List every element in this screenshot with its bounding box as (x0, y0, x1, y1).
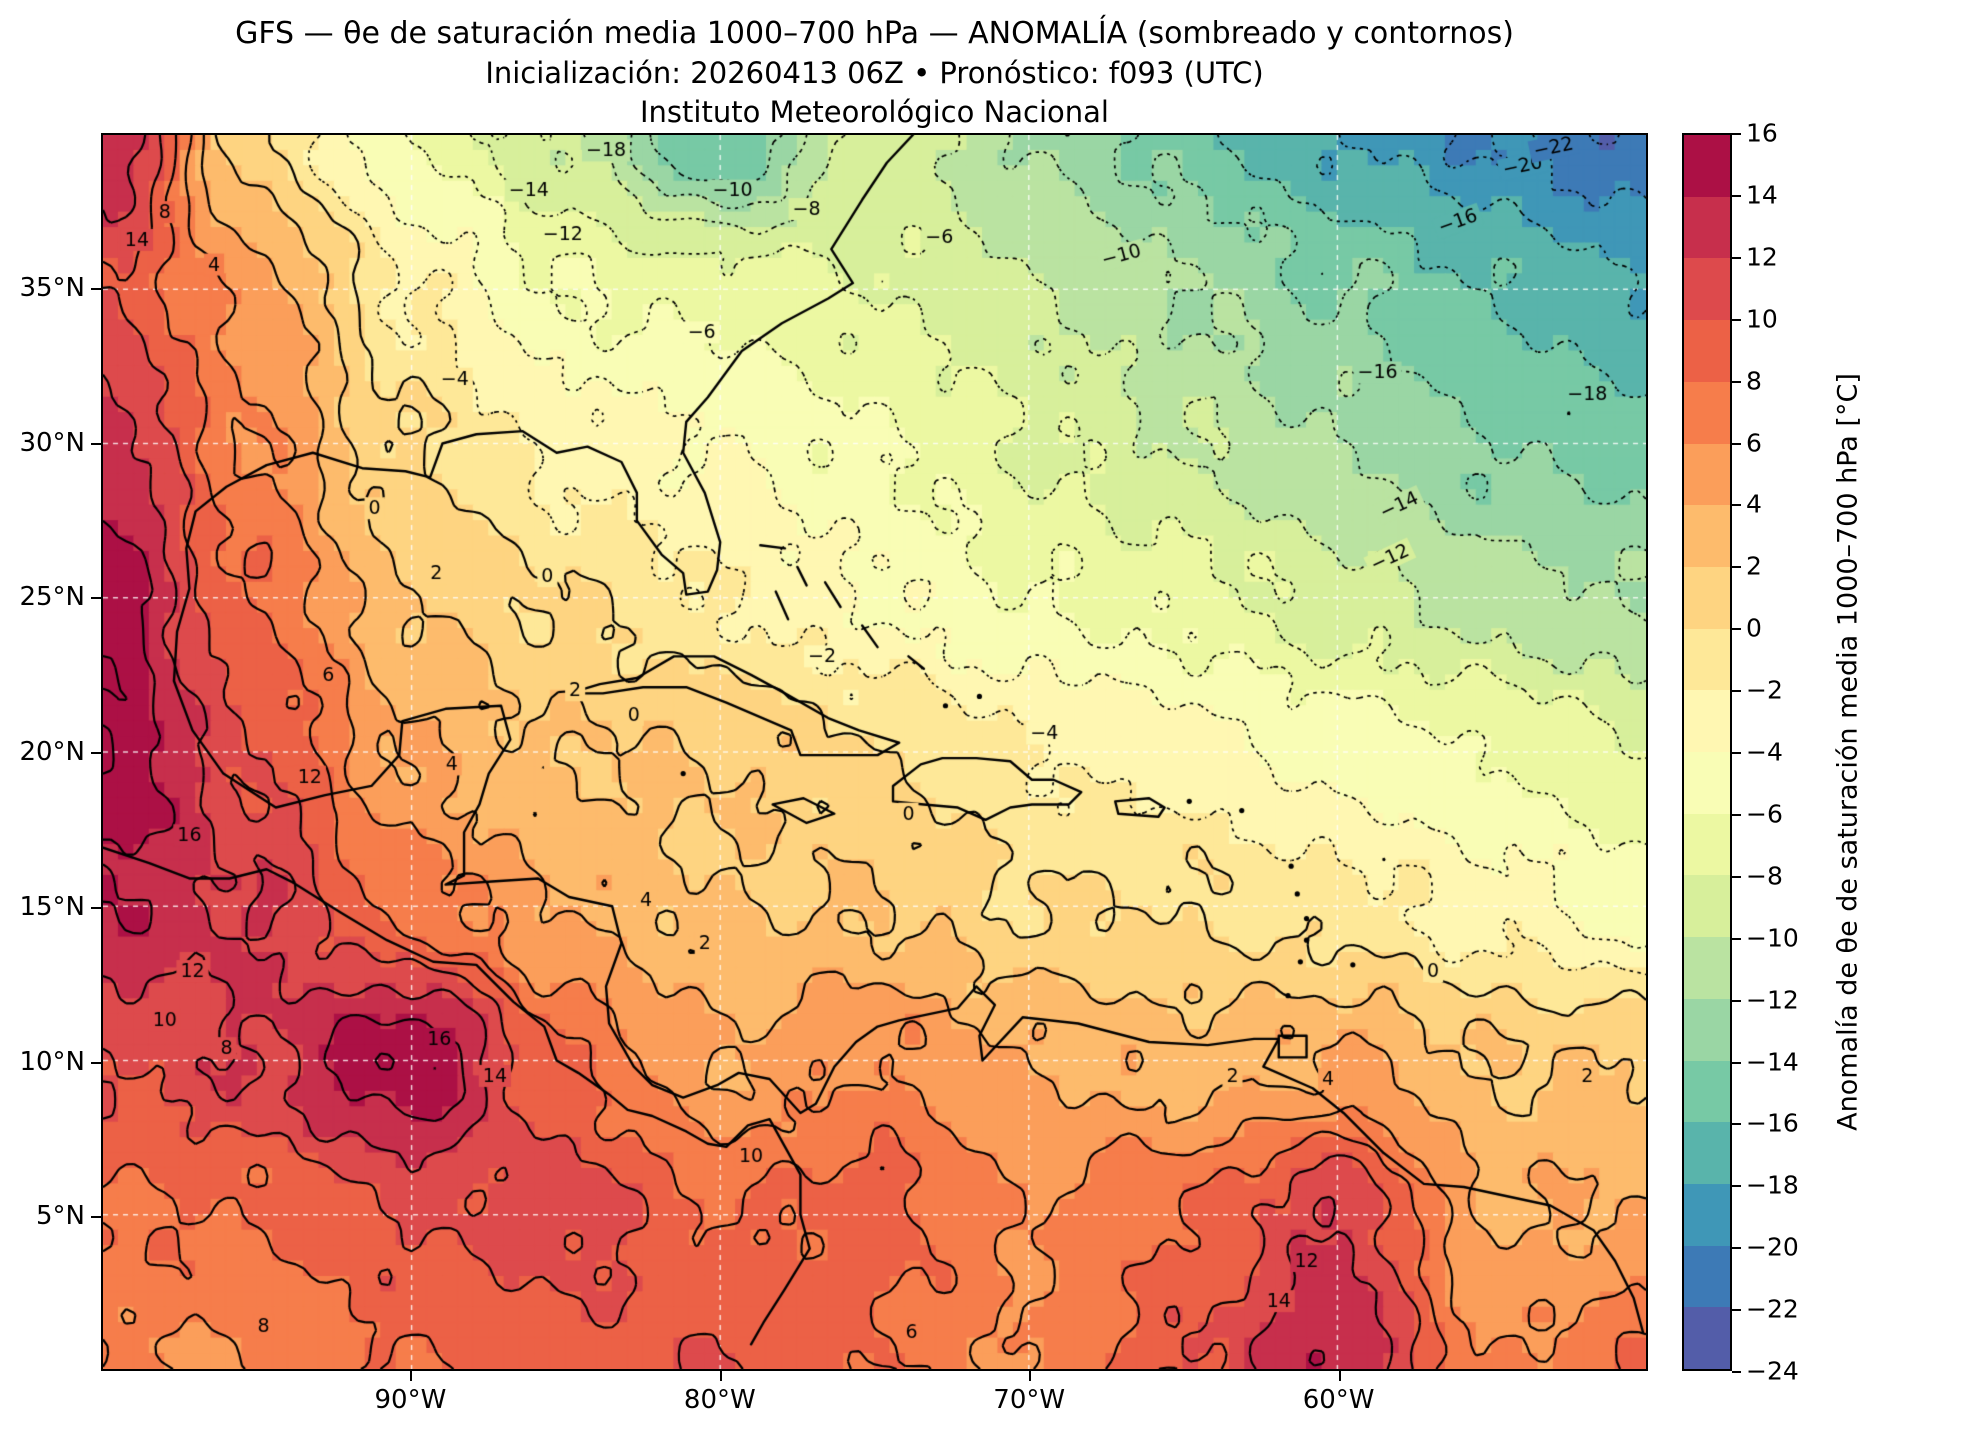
title-block: GFS — θe de saturación media 1000–700 hP… (101, 14, 1648, 132)
colorbar-segment (1684, 1060, 1730, 1123)
y-tick-mark (91, 752, 101, 754)
colorbar-segment (1684, 258, 1730, 321)
colorbar-tick-mark (1732, 690, 1741, 693)
x-tick-label: 70°W (993, 1385, 1066, 1415)
colorbar-tick-label: 4 (1746, 489, 1762, 519)
y-tick-label: 10°N (19, 1046, 85, 1077)
colorbar-segment (1684, 628, 1730, 691)
colorbar-tick-label: −12 (1746, 985, 1799, 1015)
colorbar-segment (1684, 566, 1730, 629)
colorbar-tick-mark (1732, 875, 1741, 878)
colorbar-tick-label: 10 (1746, 304, 1778, 334)
colorbar-tick-mark (1732, 194, 1741, 197)
colorbar-tick-label: 2 (1746, 551, 1762, 581)
colorbar-tick-mark (1732, 442, 1741, 445)
x-tick-label: 80°W (683, 1385, 756, 1415)
colorbar-segment (1684, 875, 1730, 938)
colorbar-tick-label: −18 (1746, 1170, 1799, 1200)
colorbar-segment (1684, 690, 1730, 753)
colorbar-tick-mark (1732, 1185, 1741, 1188)
y-tick-mark (91, 442, 101, 445)
colorbar-tick-label: 14 (1746, 180, 1778, 210)
x-tick-label: 90°W (374, 1385, 447, 1415)
colorbar-segment (1684, 196, 1730, 259)
colorbar-tick-mark (1732, 999, 1741, 1002)
y-tick-label: 25°N (19, 582, 85, 613)
x-tick-mark (1338, 1371, 1341, 1381)
colorbar-tick-mark (1732, 813, 1741, 816)
y-tick-mark (91, 287, 101, 290)
colorbar-segment (1684, 381, 1730, 444)
colorbar-tick-label: −20 (1746, 1232, 1799, 1262)
y-tick-label: 30°N (19, 427, 85, 458)
anomaly-map-canvas (103, 135, 1646, 1369)
y-tick-label: 20°N (19, 737, 85, 767)
colorbar-tick-mark (1732, 628, 1741, 631)
colorbar (1682, 133, 1732, 1371)
colorbar-tick-label: 0 (1746, 613, 1762, 643)
colorbar-segment (1684, 443, 1730, 506)
colorbar-segment (1684, 1122, 1730, 1184)
colorbar-segment (1684, 135, 1730, 197)
colorbar-tick-label: −6 (1746, 799, 1783, 829)
x-tick-label: 60°W (1302, 1385, 1375, 1415)
colorbar-tick-label: −24 (1746, 1356, 1799, 1386)
colorbar-tick-mark (1732, 752, 1741, 754)
colorbar-tick-label: −2 (1746, 675, 1783, 705)
colorbar-segment (1684, 813, 1730, 876)
colorbar-tick-label: −8 (1746, 861, 1783, 891)
colorbar-segment (1684, 998, 1730, 1061)
colorbar-segment (1684, 937, 1730, 999)
colorbar-tick-mark (1732, 1123, 1741, 1126)
colorbar-tick-label: −16 (1746, 1108, 1799, 1138)
colorbar-tick-mark (1732, 1371, 1741, 1373)
chart-subtitle-institution: Instituto Meteorológico Nacional (640, 95, 1109, 129)
colorbar-segment (1684, 505, 1730, 567)
colorbar-tick-label: 16 (1746, 118, 1778, 148)
colorbar-tick-mark (1732, 256, 1741, 259)
colorbar-label: Anomalía de θe de saturación media 1000–… (1832, 373, 1864, 1131)
x-tick-mark (719, 1371, 722, 1381)
map-plot-area (101, 133, 1648, 1371)
colorbar-tick-mark (1732, 1247, 1741, 1250)
colorbar-tick-label: −14 (1746, 1047, 1799, 1076)
y-tick-mark (91, 1061, 101, 1064)
y-tick-label: 15°N (19, 891, 85, 922)
colorbar-segment (1684, 1307, 1730, 1370)
colorbar-tick-mark (1732, 566, 1741, 569)
y-tick-label: 5°N (36, 1201, 85, 1232)
colorbar-tick-label: −4 (1746, 737, 1783, 767)
colorbar-segment (1684, 1245, 1730, 1308)
colorbar-tick-label: 6 (1746, 428, 1762, 457)
y-tick-mark (91, 906, 101, 909)
colorbar-tick-mark (1732, 133, 1741, 135)
colorbar-tick-label: 12 (1746, 242, 1778, 272)
chart-subtitle-init-forecast: Inicialización: 20260413 06Z • Pronóstic… (485, 56, 1264, 90)
x-tick-mark (410, 1371, 413, 1381)
colorbar-segment (1684, 1183, 1730, 1246)
y-tick-mark (91, 1216, 101, 1219)
chart-title: GFS — θe de saturación media 1000–700 hP… (235, 16, 1514, 51)
y-tick-label: 35°N (19, 272, 85, 303)
colorbar-segment (1684, 320, 1730, 382)
colorbar-tick-mark (1732, 380, 1741, 383)
y-tick-mark (91, 597, 101, 600)
colorbar-tick-label: 8 (1746, 366, 1762, 396)
colorbar-segment (1684, 752, 1730, 814)
colorbar-tick-mark (1732, 937, 1741, 940)
colorbar-tick-mark (1732, 1061, 1741, 1064)
colorbar-tick-label: −10 (1746, 923, 1799, 953)
colorbar-tick-mark (1732, 318, 1741, 321)
colorbar-tick-label: −22 (1746, 1294, 1799, 1324)
x-tick-mark (1029, 1371, 1032, 1381)
colorbar-tick-mark (1732, 1309, 1741, 1312)
colorbar-tick-mark (1732, 504, 1741, 507)
